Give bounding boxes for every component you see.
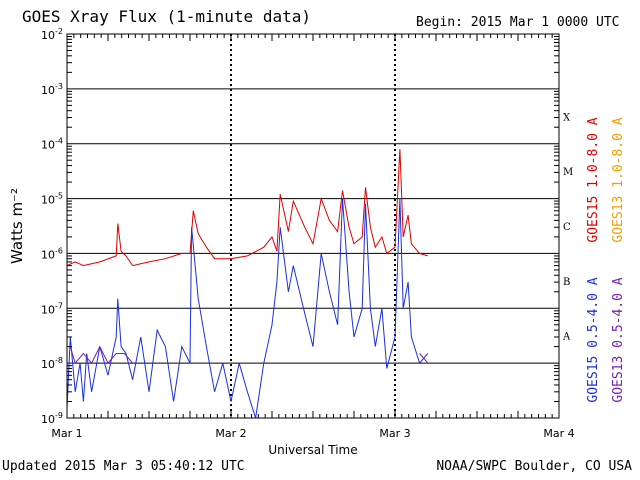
begin-time: Begin: 2015 Mar 1 0000 UTC [416,15,620,30]
ytick-label: 10-6 [41,246,63,261]
legend-goes13-short: GOES13 0.5-4.0 A [611,277,626,402]
xtick-label: Mar 1 [51,427,82,440]
plot-frame [66,33,560,419]
legend-goes15-long: GOES15 1.0-8.0 A [586,117,601,242]
credit: NOAA/SWPC Boulder, CO USA [436,459,632,474]
ytick-label: 10-3 [41,82,63,97]
xtick-label: Mar 2 [215,427,246,440]
flare-class-label: X [563,112,571,123]
series-line-goes13-short [69,345,133,365]
ytick-label: 10-9 [41,411,63,426]
series-line-goes15-short [66,198,429,419]
legend-goes13-long: GOES13 1.0-8.0 A [611,117,626,242]
flare-class-label: M [563,167,573,178]
flare-class-label: B [563,277,570,288]
xtick-label: Mar 4 [543,427,574,440]
x-axis-label: Universal Time [268,443,357,457]
ytick-label: 10-4 [41,137,63,152]
y-axis-label: Watts m⁻² [8,188,26,264]
ytick-label: 10-5 [41,192,63,207]
updated-timestamp: Updated 2015 Mar 3 05:40:12 UTC [2,459,245,474]
legend-goes15-short: GOES15 0.5-4.0 A [586,277,601,402]
flare-class-label: C [563,222,571,233]
ytick-label: 10-8 [41,356,63,371]
series-line-goes15-long [66,148,428,267]
series-line-goes13-short [419,353,429,364]
flare-class-label: A [562,332,571,343]
ytick-label: 10-7 [41,301,63,316]
chart-title: GOES Xray Flux (1-minute data) [22,7,311,26]
ytick-label: 10-2 [41,27,63,42]
xtick-label: Mar 3 [379,427,410,440]
